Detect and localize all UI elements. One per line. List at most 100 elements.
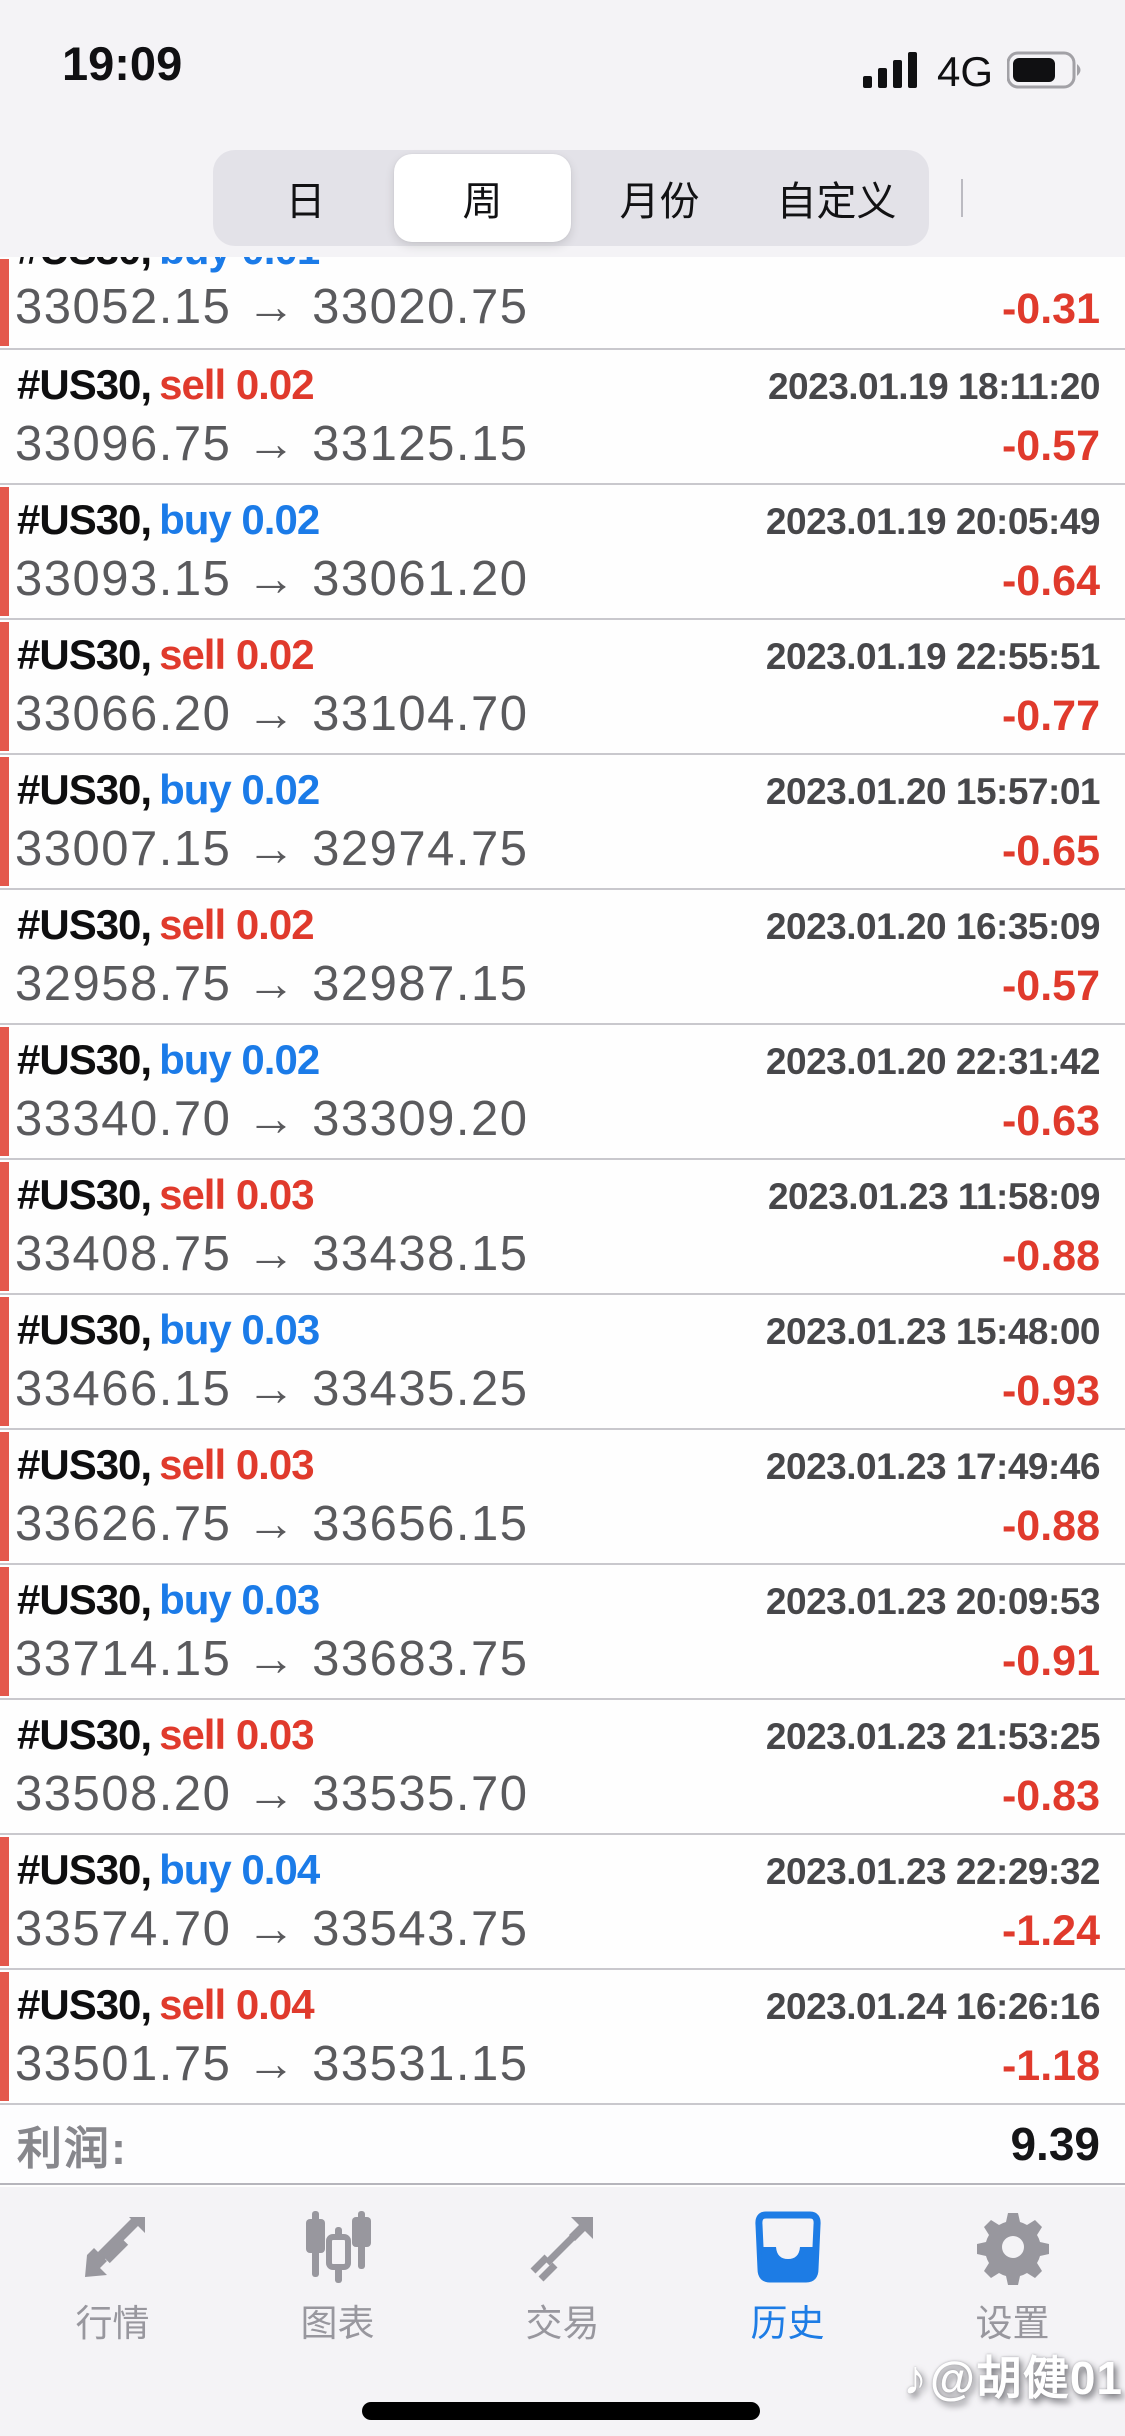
trade-row[interactable]: #US30, sell 0.02 2023.01.19 18:11:20 3309… [0, 350, 1125, 485]
loss-indicator-bar [0, 1297, 9, 1426]
symbol-text: #US30, [17, 1576, 152, 1623]
side-volume-text: sell 0.02 [159, 361, 314, 408]
trade-datetime: 2023.01.23 21:53:25 [765, 1716, 1101, 1757]
side-volume-text: buy 0.02 [159, 496, 320, 543]
trade-datetime: 2023.01.23 15:48:00 [765, 1311, 1101, 1352]
tab-label: 图表 [300, 2303, 375, 2344]
period-segmented-control: 日 周 月份 自定义 [213, 150, 963, 246]
tab-label: 设置 [975, 2303, 1050, 2344]
trade-row[interactable]: #US30, sell 0.03 2023.01.23 21:53:25 3350… [0, 1700, 1125, 1835]
side-volume-text: buy 0.03 [159, 1306, 320, 1353]
trade-datetime: 2023.01.19 20:05:49 [765, 501, 1101, 542]
trade-open-close-prices: 33574.70 → 33543.75 [15, 1902, 529, 1956]
music-note-icon: ♪ [902, 2352, 928, 2405]
trade-datetime: 2023.01.23 17:49:46 [765, 1446, 1101, 1487]
trade-title: #US30, sell 0.03 [17, 1441, 315, 1488]
trade-row[interactable]: #US30, buy 0.03 2023.01.23 20:09:53 33714… [0, 1565, 1125, 1700]
trade-profit-value: -0.88 [1001, 1502, 1100, 1550]
trade-profit-value: -0.64 [1001, 557, 1100, 605]
side-volume-text: buy 0.03 [159, 1576, 320, 1623]
tab-settings[interactable]: 设置 [900, 2187, 1125, 2436]
tab-quotes[interactable]: 行情 [0, 2187, 225, 2436]
side-volume-text: buy 0.02 [159, 1036, 320, 1083]
trade-title: #US30, sell 0.03 [17, 1711, 315, 1758]
trade-profit-value: -1.18 [1001, 2042, 1100, 2090]
trade-datetime: 2023.01.23 22:29:32 [765, 1851, 1101, 1892]
tab-trade[interactable]: 交易 [450, 2187, 675, 2436]
segment-week[interactable]: 周 [394, 154, 571, 242]
segment-day[interactable]: 日 [285, 180, 326, 224]
side-volume-text: sell 0.03 [159, 1441, 314, 1488]
trade-title: #US30, buy 0.02 [17, 766, 320, 813]
loss-indicator-bar [0, 1972, 9, 2101]
trade-arrow-icon [523, 2209, 603, 2285]
loss-indicator-bar [0, 757, 9, 886]
network-type-label: 4G [936, 48, 993, 95]
side-volume-text: buy 0.01 [159, 257, 320, 273]
trade-row[interactable]: #US30, sell 0.03 2023.01.23 17:49:46 3362… [0, 1430, 1125, 1565]
profit-total-value: 9.39 [1010, 2118, 1100, 2170]
tab-label: 交易 [525, 2303, 600, 2344]
trade-profit-value: -0.31 [1001, 285, 1100, 333]
side-volume-text: buy 0.02 [159, 766, 320, 813]
loss-indicator-bar [0, 259, 9, 346]
symbol-text: #US30, [17, 631, 152, 678]
trade-row[interactable]: #US30, buy 0.02 2023.01.19 20:05:49 33093… [0, 485, 1125, 620]
trade-datetime: 2023.01.19 18:11:20 [767, 366, 1101, 407]
tab-label: 历史 [750, 2303, 825, 2344]
trade-title: #US30, sell 0.02 [17, 901, 315, 948]
trade-datetime: 2023.01.23 20:09:53 [765, 1581, 1101, 1622]
symbol-text: #US30, [17, 257, 152, 273]
symbol-text: #US30, [17, 1711, 152, 1758]
trade-datetime: 2023.01.19 22:55:51 [765, 636, 1101, 677]
symbol-text: #US30, [17, 1846, 152, 1893]
side-volume-text: sell 0.04 [159, 1981, 314, 2028]
home-indicator[interactable] [362, 2402, 760, 2420]
trade-history-list[interactable]: #US30, buy 0.01 33052.15 → 33020.75 -0.31… [0, 257, 1125, 2105]
trade-title: #US30, buy 0.02 [17, 496, 320, 543]
trade-profit-value: -0.65 [1001, 827, 1100, 875]
symbol-text: #US30, [17, 901, 152, 948]
trade-profit-value: -0.57 [1001, 422, 1100, 470]
trade-profit-value: -0.88 [1001, 1232, 1100, 1280]
loss-indicator-bar [0, 1837, 9, 1966]
profit-label: 利润: [17, 2122, 128, 2174]
battery-icon [1006, 50, 1087, 95]
status-bar: 19:09 4G [0, 0, 1125, 132]
history-tray-icon [748, 2209, 828, 2285]
trade-title: #US30, buy 0.01 [17, 257, 320, 273]
trade-row[interactable]: #US30, buy 0.03 2023.01.23 15:48:00 33466… [0, 1295, 1125, 1430]
side-volume-text: sell 0.02 [159, 631, 314, 678]
trade-title: #US30, buy 0.04 [17, 1846, 320, 1893]
trade-datetime: 2023.01.20 16:35:09 [765, 906, 1101, 947]
tab-charts[interactable]: 图表 [225, 2187, 450, 2436]
bottom-tab-bar: 行情 图表 [0, 2187, 1125, 2436]
side-volume-text: sell 0.03 [159, 1171, 314, 1218]
trade-title: #US30, sell 0.02 [17, 361, 315, 408]
trade-row[interactable]: #US30, buy 0.02 2023.01.20 22:31:42 33340… [0, 1025, 1125, 1160]
tab-label: 行情 [75, 2303, 150, 2344]
loss-indicator-bar [0, 1027, 9, 1156]
trade-profit-value: -0.63 [1001, 1097, 1100, 1145]
trade-row[interactable]: #US30, buy 0.04 2023.01.23 22:29:32 33574… [0, 1835, 1125, 1970]
signal-bars-icon [862, 50, 923, 95]
trade-row[interactable]: #US30, sell 0.02 2023.01.19 22:55:51 3306… [0, 620, 1125, 755]
trade-title: #US30, sell 0.02 [17, 631, 315, 678]
trade-open-close-prices: 33093.15 → 33061.20 [15, 552, 529, 606]
trade-open-close-prices: 33714.15 → 33683.75 [15, 1632, 529, 1686]
trade-profit-value: -1.24 [1001, 1907, 1100, 1955]
trade-row[interactable]: #US30, sell 0.03 2023.01.23 11:58:09 3340… [0, 1160, 1125, 1295]
loss-indicator-bar [0, 487, 9, 616]
trade-datetime: 2023.01.24 16:26:16 [765, 1986, 1101, 2027]
trade-row[interactable]: #US30, sell 0.04 2023.01.24 16:26:16 3350… [0, 1970, 1125, 2105]
loss-indicator-bar [0, 1432, 9, 1561]
trade-row[interactable]: #US30, sell 0.02 2023.01.20 16:35:09 3295… [0, 890, 1125, 1025]
tab-history[interactable]: 历史 [675, 2187, 900, 2436]
segment-custom[interactable]: 自定义 [776, 180, 897, 224]
trade-row[interactable]: #US30, buy 0.01 33052.15 → 33020.75 -0.31 [0, 257, 1125, 350]
side-volume-text: sell 0.02 [159, 901, 314, 948]
loss-indicator-bar [0, 1162, 9, 1291]
trade-row[interactable]: #US30, buy 0.02 2023.01.20 15:57:01 33007… [0, 755, 1125, 890]
trade-open-close-prices: 33626.75 → 33656.15 [15, 1497, 529, 1551]
segment-month[interactable]: 月份 [619, 180, 700, 224]
